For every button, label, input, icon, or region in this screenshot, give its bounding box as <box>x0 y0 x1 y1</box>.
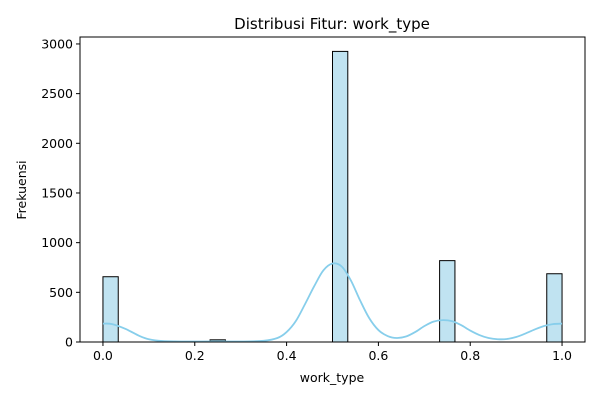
x-tick-label: 0.6 <box>368 348 388 363</box>
histogram-bar <box>102 276 119 343</box>
x-tick-label: 0.8 <box>460 348 480 363</box>
y-axis-label: Frekuensi <box>14 160 29 219</box>
y-tick-label: 3000 <box>41 36 73 51</box>
y-tick-label: 500 <box>49 285 73 300</box>
histogram-bar <box>332 50 349 343</box>
x-tick-label: 0.0 <box>93 348 113 363</box>
kde-curve <box>102 262 563 343</box>
x-tick-label: 1.0 <box>552 348 572 363</box>
x-axis-label: work_type <box>300 370 365 385</box>
x-axis-ticks: 0.0 0.2 0.4 0.6 0.8 1.0 <box>93 342 572 363</box>
y-tick-label: 1000 <box>41 235 73 250</box>
histogram-bar <box>546 273 563 343</box>
x-tick-label: 0.2 <box>185 348 205 363</box>
y-tick-label: 0 <box>65 335 73 350</box>
plot-frame <box>79 36 586 343</box>
y-axis-ticks: 0 500 1000 1500 2000 2500 3000 <box>41 36 80 350</box>
x-tick-label: 0.4 <box>277 348 297 363</box>
y-tick-label: 1500 <box>41 185 73 200</box>
y-tick-label: 2500 <box>41 86 73 101</box>
bars-layer <box>102 50 563 343</box>
y-tick-label: 2000 <box>41 136 73 151</box>
chart-title: Distribusi Fitur: work_type <box>234 15 430 34</box>
histogram-bar <box>439 260 456 343</box>
